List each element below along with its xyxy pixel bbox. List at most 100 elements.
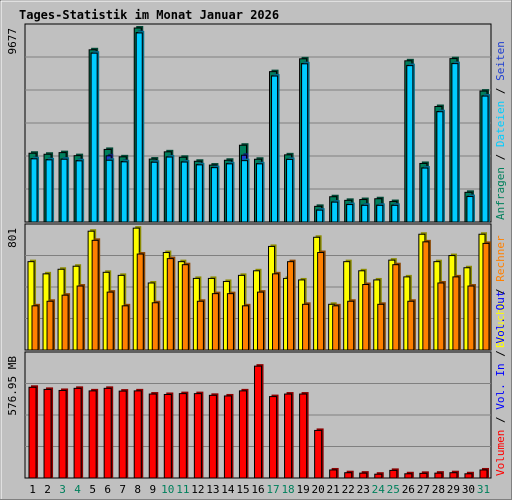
day-tick-label: 15 [236, 483, 249, 496]
bottom-bar-volumen [253, 365, 263, 479]
middle-bar-rechner [437, 282, 445, 351]
day-tick-label: 4 [74, 483, 81, 496]
day-tick-label: 9 [149, 483, 156, 496]
bottom-bar-volumen [43, 388, 52, 479]
day-tick-label: 6 [104, 483, 111, 496]
bottom-bar-volumen [238, 390, 247, 479]
bottom-bar-volumen [208, 394, 217, 479]
legend-part: / [494, 344, 507, 364]
middle-bar-rechner [317, 252, 325, 351]
day-tick-label: 5 [89, 483, 96, 496]
bottom-bar-volumen [133, 390, 142, 479]
legend-part: Volumen [494, 430, 507, 476]
top-bar-dateien [481, 95, 489, 223]
middle-bar-rechner [422, 241, 430, 351]
day-tick-label: 31 [477, 483, 490, 496]
day-tick-label: 27 [417, 483, 430, 496]
day-tick-label: 18 [281, 483, 294, 496]
legend-part: Dateien [494, 101, 507, 147]
top-bar-dateien [391, 204, 399, 223]
top-bar-dateien [376, 204, 384, 223]
day-tick-label: 12 [191, 483, 204, 496]
top-bar-dateien [180, 161, 188, 223]
legend-part: / [494, 81, 507, 101]
bottom-bar-volumen [404, 473, 413, 479]
middle-bar-rechner [136, 253, 144, 351]
bottom-bar-volumen [464, 473, 473, 479]
top-bar-dateien [165, 156, 173, 223]
middle-bar-rechner [287, 261, 295, 351]
panel-requests-files-pages: 9677 Anfragen / Dateien / Seiten [6, 23, 507, 223]
day-tick-label: 30 [462, 483, 475, 496]
top-bar-dateien [105, 159, 113, 223]
top-bar-dateien [271, 75, 279, 223]
legend-part: / [494, 147, 507, 167]
middle-bar-rechner [272, 273, 280, 351]
chart-title: Tages-Statistik im Monat Januar 2026 [19, 8, 279, 22]
bottom-bar-volumen [449, 472, 458, 479]
bottom-bar-volumen [329, 469, 338, 479]
middle-bar-rechner [362, 284, 370, 351]
legend-part: Anfragen [494, 167, 507, 220]
middle-bar-rechner [106, 291, 114, 351]
bottom-bar-volumen [118, 390, 127, 479]
top-bar-dateien [406, 65, 414, 223]
middle-bar-rechner [392, 264, 400, 351]
bottom-bar-volumen [58, 389, 67, 479]
legend-part: Rechner [494, 235, 507, 282]
middle-bar-rechner [256, 291, 265, 351]
top-bar-dateien [316, 209, 324, 223]
legend-part: Vol. In [494, 363, 507, 409]
panel-volume: 576.95 MB Volumen / Vol. In / Vol. Out [6, 291, 507, 479]
middle-bar-rechner [46, 300, 54, 351]
day-tick-labels: 1 2 3 4 5 6 7 8 9 10 11 12 13 14 15 16 17 18 19 20 21 22 23 24 2… [29, 483, 490, 496]
top-bar-dateien [45, 159, 53, 223]
day-tick-label: 28 [432, 483, 445, 496]
top-bar-dateien [135, 32, 143, 223]
middle-bar-rechner [76, 285, 84, 351]
top-bar-dateien [255, 163, 264, 223]
day-tick-label: 2 [44, 483, 51, 496]
bottom-bar-volumen [73, 387, 82, 479]
day-tick-label: 14 [221, 483, 235, 496]
legend-part: / [494, 282, 507, 302]
middle-bar-rechner [347, 300, 355, 351]
day-tick-label: 22 [342, 483, 355, 496]
bottom-bar-volumen [163, 393, 172, 479]
middle-bar-rechner [482, 242, 490, 351]
bottom-bar-volumen [419, 472, 428, 479]
day-tick-label: 13 [206, 483, 219, 496]
middle-bar-rechner [61, 294, 69, 351]
middle-bar-rechner [121, 305, 129, 351]
day-tick-label: 11 [176, 483, 189, 496]
legend-part: / [494, 410, 507, 430]
top-bar-dateien [195, 164, 203, 223]
bottom-bar-volumen [148, 393, 157, 479]
day-tick-label: 19 [296, 483, 309, 496]
middle-legend: Besuche / Rechner [494, 235, 507, 348]
bottom-ymax-label: 576.95 MB [6, 356, 19, 416]
top-bar-dateien [451, 63, 459, 223]
top-bar-dateien [286, 158, 294, 223]
middle-bar-rechner [166, 258, 174, 351]
legend-part: Besuche [494, 302, 507, 348]
day-tick-label: 16 [251, 483, 264, 496]
bottom-bar-volumen [223, 395, 232, 479]
top-bar-dateien [466, 196, 474, 223]
bottom-bar-volumen [193, 393, 202, 479]
day-tick-label: 21 [327, 483, 340, 496]
top-bar-dateien [60, 158, 68, 223]
bottom-bar-volumen [88, 390, 97, 479]
top-bar-dateien [331, 201, 339, 223]
middle-bar-rechner [196, 300, 204, 351]
bottom-bar-volumen [103, 387, 112, 479]
legend-part: Vol. Out [494, 291, 507, 344]
top-bar-dateien [361, 204, 369, 223]
middle-bar-rechner [452, 276, 460, 351]
top-bar-dateien [301, 63, 309, 223]
day-tick-label: 20 [312, 483, 325, 496]
bottom-legend: Volumen / Vol. In / Vol. Out [494, 291, 507, 476]
bottom-bar-volumen [178, 393, 187, 479]
middle-bar-rechner [467, 285, 475, 351]
